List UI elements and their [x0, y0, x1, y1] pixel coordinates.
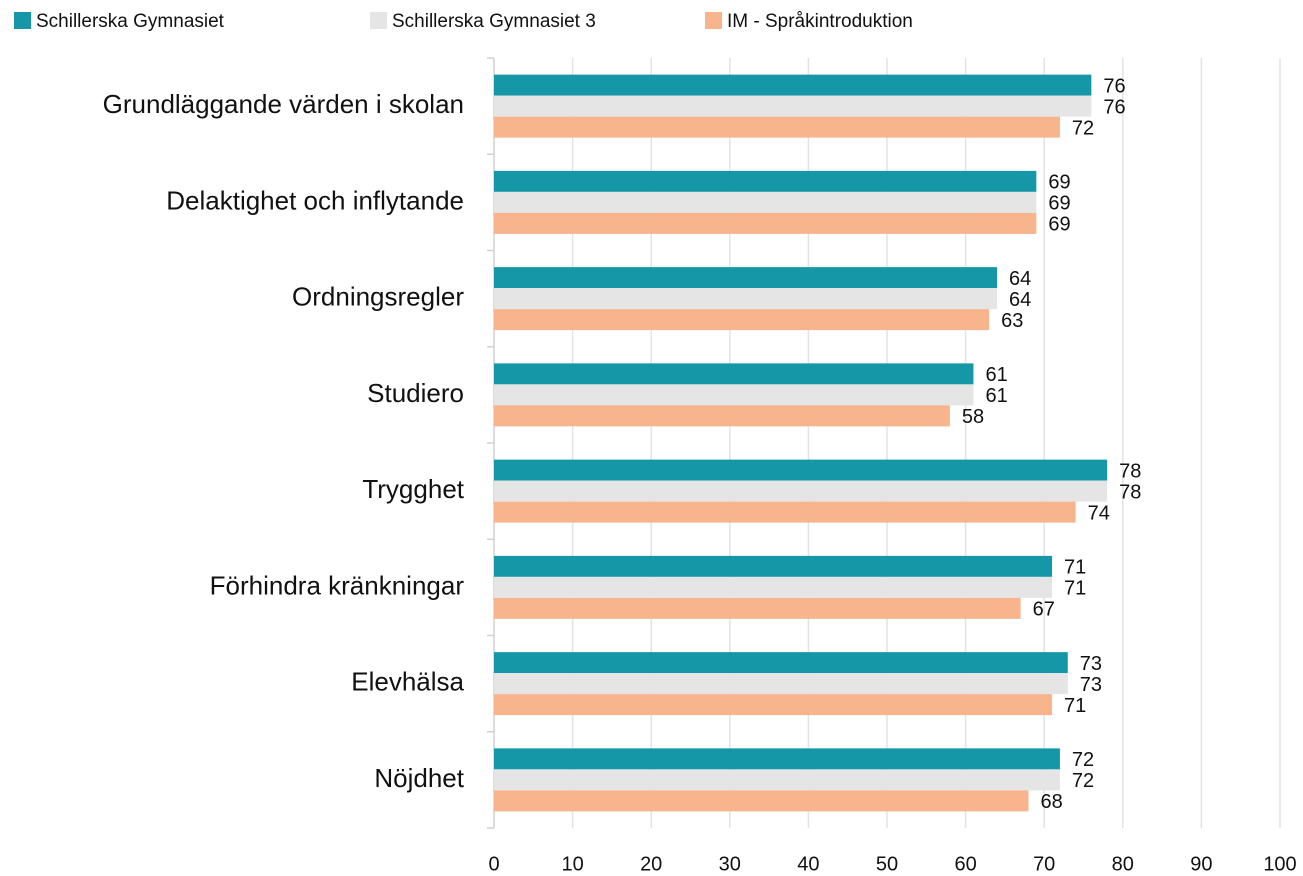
data-label: 61	[985, 364, 1007, 386]
bar	[494, 459, 1108, 481]
bar	[494, 212, 1037, 234]
data-label: 78	[1119, 481, 1141, 503]
bar	[494, 116, 1060, 138]
y-tick-label: Trygghet	[362, 474, 464, 504]
bar	[494, 267, 998, 289]
bar	[494, 384, 974, 406]
data-label: 71	[1064, 695, 1086, 717]
x-tick-label: 100	[1263, 853, 1296, 875]
data-label: 72	[1072, 770, 1094, 792]
data-label: 69	[1048, 214, 1070, 236]
legend-label: Schillerska Gymnasiet 3	[392, 11, 596, 32]
data-label: 73	[1080, 653, 1102, 675]
y-tick-label: Grundläggande värden i skolan	[103, 89, 464, 119]
bar	[494, 576, 1053, 598]
x-tick-label: 30	[719, 853, 741, 875]
y-tick-label: Nöjdhet	[374, 763, 464, 793]
bar	[494, 769, 1060, 791]
bar	[494, 480, 1108, 502]
x-tick-label: 90	[1190, 853, 1212, 875]
bar	[494, 501, 1076, 523]
x-tick-label: 20	[640, 853, 662, 875]
data-label: 78	[1119, 460, 1141, 482]
bar	[494, 597, 1021, 619]
data-label: 71	[1064, 578, 1086, 600]
data-label: 73	[1080, 674, 1102, 696]
bar	[494, 652, 1068, 674]
x-tick-label: 40	[797, 853, 819, 875]
bar	[494, 694, 1053, 716]
bar	[494, 790, 1029, 812]
data-label: 72	[1072, 117, 1094, 139]
y-tick-label: Delaktighet och inflytande	[166, 185, 464, 215]
bar	[494, 363, 974, 385]
legend-swatch	[705, 12, 722, 29]
x-tick-label: 10	[561, 853, 583, 875]
x-tick-label: 80	[1112, 853, 1134, 875]
data-label: 63	[1001, 310, 1023, 332]
legend-swatch	[370, 12, 387, 29]
bar	[494, 673, 1068, 695]
y-tick-label: Studiero	[367, 378, 464, 408]
data-label: 69	[1048, 172, 1070, 194]
x-tick-label: 60	[954, 853, 976, 875]
bar	[494, 405, 950, 427]
data-label: 69	[1048, 193, 1070, 215]
data-label: 64	[1009, 289, 1031, 311]
bar	[494, 555, 1053, 577]
bar	[494, 288, 998, 310]
y-tick-label: Elevhälsa	[351, 667, 464, 697]
data-label: 71	[1064, 557, 1086, 579]
bar	[494, 95, 1092, 117]
y-tick-label: Ordningsregler	[292, 282, 464, 312]
legend-swatch	[14, 12, 31, 29]
data-label: 61	[985, 385, 1007, 407]
data-label: 74	[1088, 502, 1110, 524]
bar	[494, 74, 1092, 96]
data-label: 68	[1040, 791, 1062, 813]
data-label: 72	[1072, 749, 1094, 771]
bar	[494, 191, 1037, 213]
x-tick-label: 50	[876, 853, 898, 875]
data-label: 76	[1103, 75, 1125, 97]
data-label: 76	[1103, 96, 1125, 118]
legend-label: IM - Språkintroduktion	[727, 11, 913, 32]
legend-label: Schillerska Gymnasiet	[36, 11, 225, 32]
bar	[494, 309, 990, 331]
data-label: 64	[1009, 268, 1031, 290]
bar	[494, 170, 1037, 192]
bar	[494, 748, 1060, 770]
y-tick-label: Förhindra kränkningar	[210, 570, 465, 600]
data-label: 67	[1033, 599, 1055, 621]
x-tick-label: 70	[1033, 853, 1055, 875]
data-label: 58	[962, 406, 984, 428]
x-tick-label: 0	[488, 853, 499, 875]
